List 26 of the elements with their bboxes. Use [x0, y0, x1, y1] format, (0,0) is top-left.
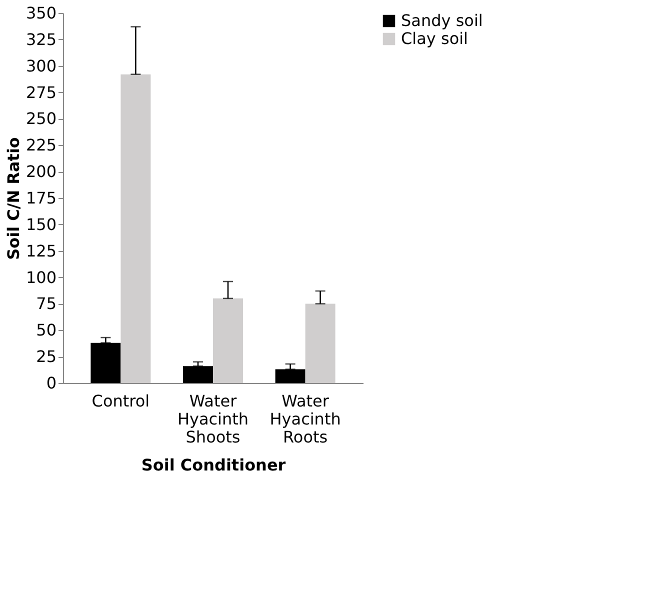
- x-tick-label: Water Hyacinth Shoots: [177, 392, 249, 446]
- y-tick-label: 100: [26, 268, 56, 287]
- bar: [213, 298, 243, 383]
- y-tick-label: 0: [46, 374, 56, 392]
- y-tick-label: 175: [26, 188, 56, 208]
- bar: [305, 304, 336, 383]
- y-tick-label: 225: [26, 136, 56, 155]
- y-tick-label: 250: [26, 109, 56, 128]
- x-tick-label: Control: [92, 392, 150, 410]
- y-tick-label: 125: [26, 241, 56, 260]
- y-tick-label: 200: [26, 162, 56, 182]
- y-tick-label: 50: [36, 320, 56, 340]
- legend-label: Clay soil: [401, 29, 468, 48]
- bar: [120, 74, 151, 383]
- y-tick-label: 150: [26, 214, 56, 234]
- y-axis-title: Soil C/N Ratio: [4, 137, 23, 260]
- y-tick-label: 325: [26, 30, 56, 49]
- y-tick-label: 275: [26, 82, 56, 102]
- y-tick-label: 75: [36, 294, 56, 314]
- y-tick-label: 350: [26, 4, 56, 22]
- y-tick-label: 300: [26, 56, 56, 76]
- x-tick-label: Water Hyacinth Roots: [270, 392, 341, 446]
- legend-label: Sandy soil: [401, 11, 483, 30]
- bar: [183, 366, 213, 383]
- x-axis-title: Soil Conditioner: [141, 456, 286, 474]
- y-tick-label: 25: [36, 347, 56, 366]
